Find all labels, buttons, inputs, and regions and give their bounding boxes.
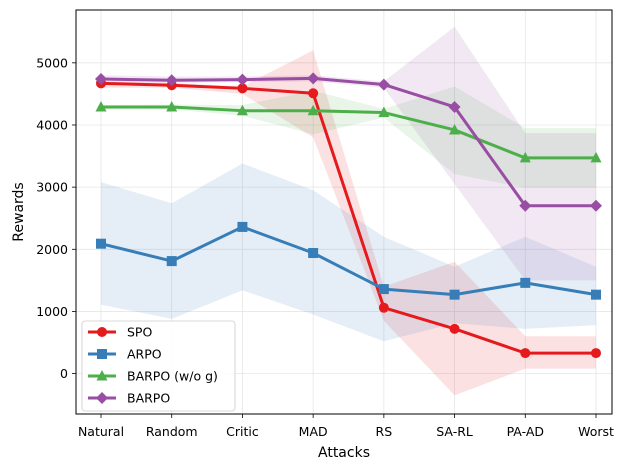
x-tick-label: Critic <box>226 424 259 439</box>
confidence-band <box>101 50 596 396</box>
legend: SPO ARPO BARPO (w/o g) BARPO <box>81 320 236 412</box>
grid <box>76 10 612 414</box>
data-point <box>308 88 319 99</box>
data-point <box>236 73 249 86</box>
confidence-band <box>101 86 596 188</box>
legend-label: SPO <box>127 325 152 340</box>
x-tick-label: RS <box>376 424 393 439</box>
data-point <box>95 100 107 112</box>
y-tick-label: 1000 <box>36 304 68 319</box>
series-lines <box>100 76 597 355</box>
x-tick-label: Worst <box>578 424 614 439</box>
series-line <box>101 105 596 160</box>
data-point <box>95 72 107 85</box>
legend-box <box>81 320 236 412</box>
data-point <box>449 323 460 334</box>
legend-marker <box>97 349 107 359</box>
x-tick-label: PA-AD <box>507 424 544 439</box>
series-line <box>100 225 597 297</box>
data-point <box>378 302 389 313</box>
legend-marker <box>96 370 108 381</box>
data-point <box>591 289 601 300</box>
data-point <box>165 74 178 87</box>
x-tick-label: Natural <box>78 424 124 439</box>
axis-ticks: Natural Random Critic MAD RS SA-RL PA-AD Worst 0… <box>36 55 614 439</box>
series-markers <box>95 72 602 359</box>
data-point <box>449 123 461 135</box>
data-point <box>377 78 390 91</box>
y-tick-label: 4000 <box>36 117 68 132</box>
plot-frame <box>75 9 613 415</box>
data-point <box>236 104 248 116</box>
y-axis-title: Rewards <box>11 182 27 241</box>
y-tick-label: 5000 <box>36 55 68 70</box>
legend-label: ARPO <box>127 347 162 362</box>
legend-marker <box>96 392 108 404</box>
series-line <box>100 76 596 208</box>
data-point <box>307 104 319 116</box>
data-point <box>166 256 177 267</box>
legend-label: BARPO <box>127 391 170 406</box>
data-point <box>520 348 531 359</box>
data-point <box>96 238 106 249</box>
data-point <box>519 151 531 163</box>
data-point <box>308 248 319 259</box>
confidence-band <box>101 26 596 281</box>
y-tick-label: 0 <box>60 366 68 381</box>
data-point <box>237 221 248 232</box>
data-point <box>166 100 178 112</box>
data-point <box>590 151 602 163</box>
data-point <box>237 83 248 94</box>
data-point <box>307 72 320 85</box>
series-line <box>100 81 596 355</box>
legend-marker <box>97 327 107 337</box>
data-point <box>448 100 461 113</box>
data-point <box>449 289 460 300</box>
x-tick-label: SA-RL <box>436 424 473 439</box>
legend-label: BARPO (w/o g) <box>127 369 218 384</box>
x-tick-label: Random <box>146 424 198 439</box>
data-point <box>519 199 532 212</box>
data-point <box>378 284 389 295</box>
data-point <box>590 199 602 212</box>
data-point <box>378 106 390 118</box>
x-tick-label: MAD <box>299 424 328 439</box>
confidence-bands <box>101 26 596 396</box>
data-point <box>591 348 601 359</box>
x-axis-title: Attacks <box>318 445 370 461</box>
y-tick-label: 2000 <box>36 242 68 257</box>
y-tick-label: 3000 <box>36 180 68 195</box>
confidence-band <box>101 163 596 342</box>
data-point <box>520 277 531 288</box>
